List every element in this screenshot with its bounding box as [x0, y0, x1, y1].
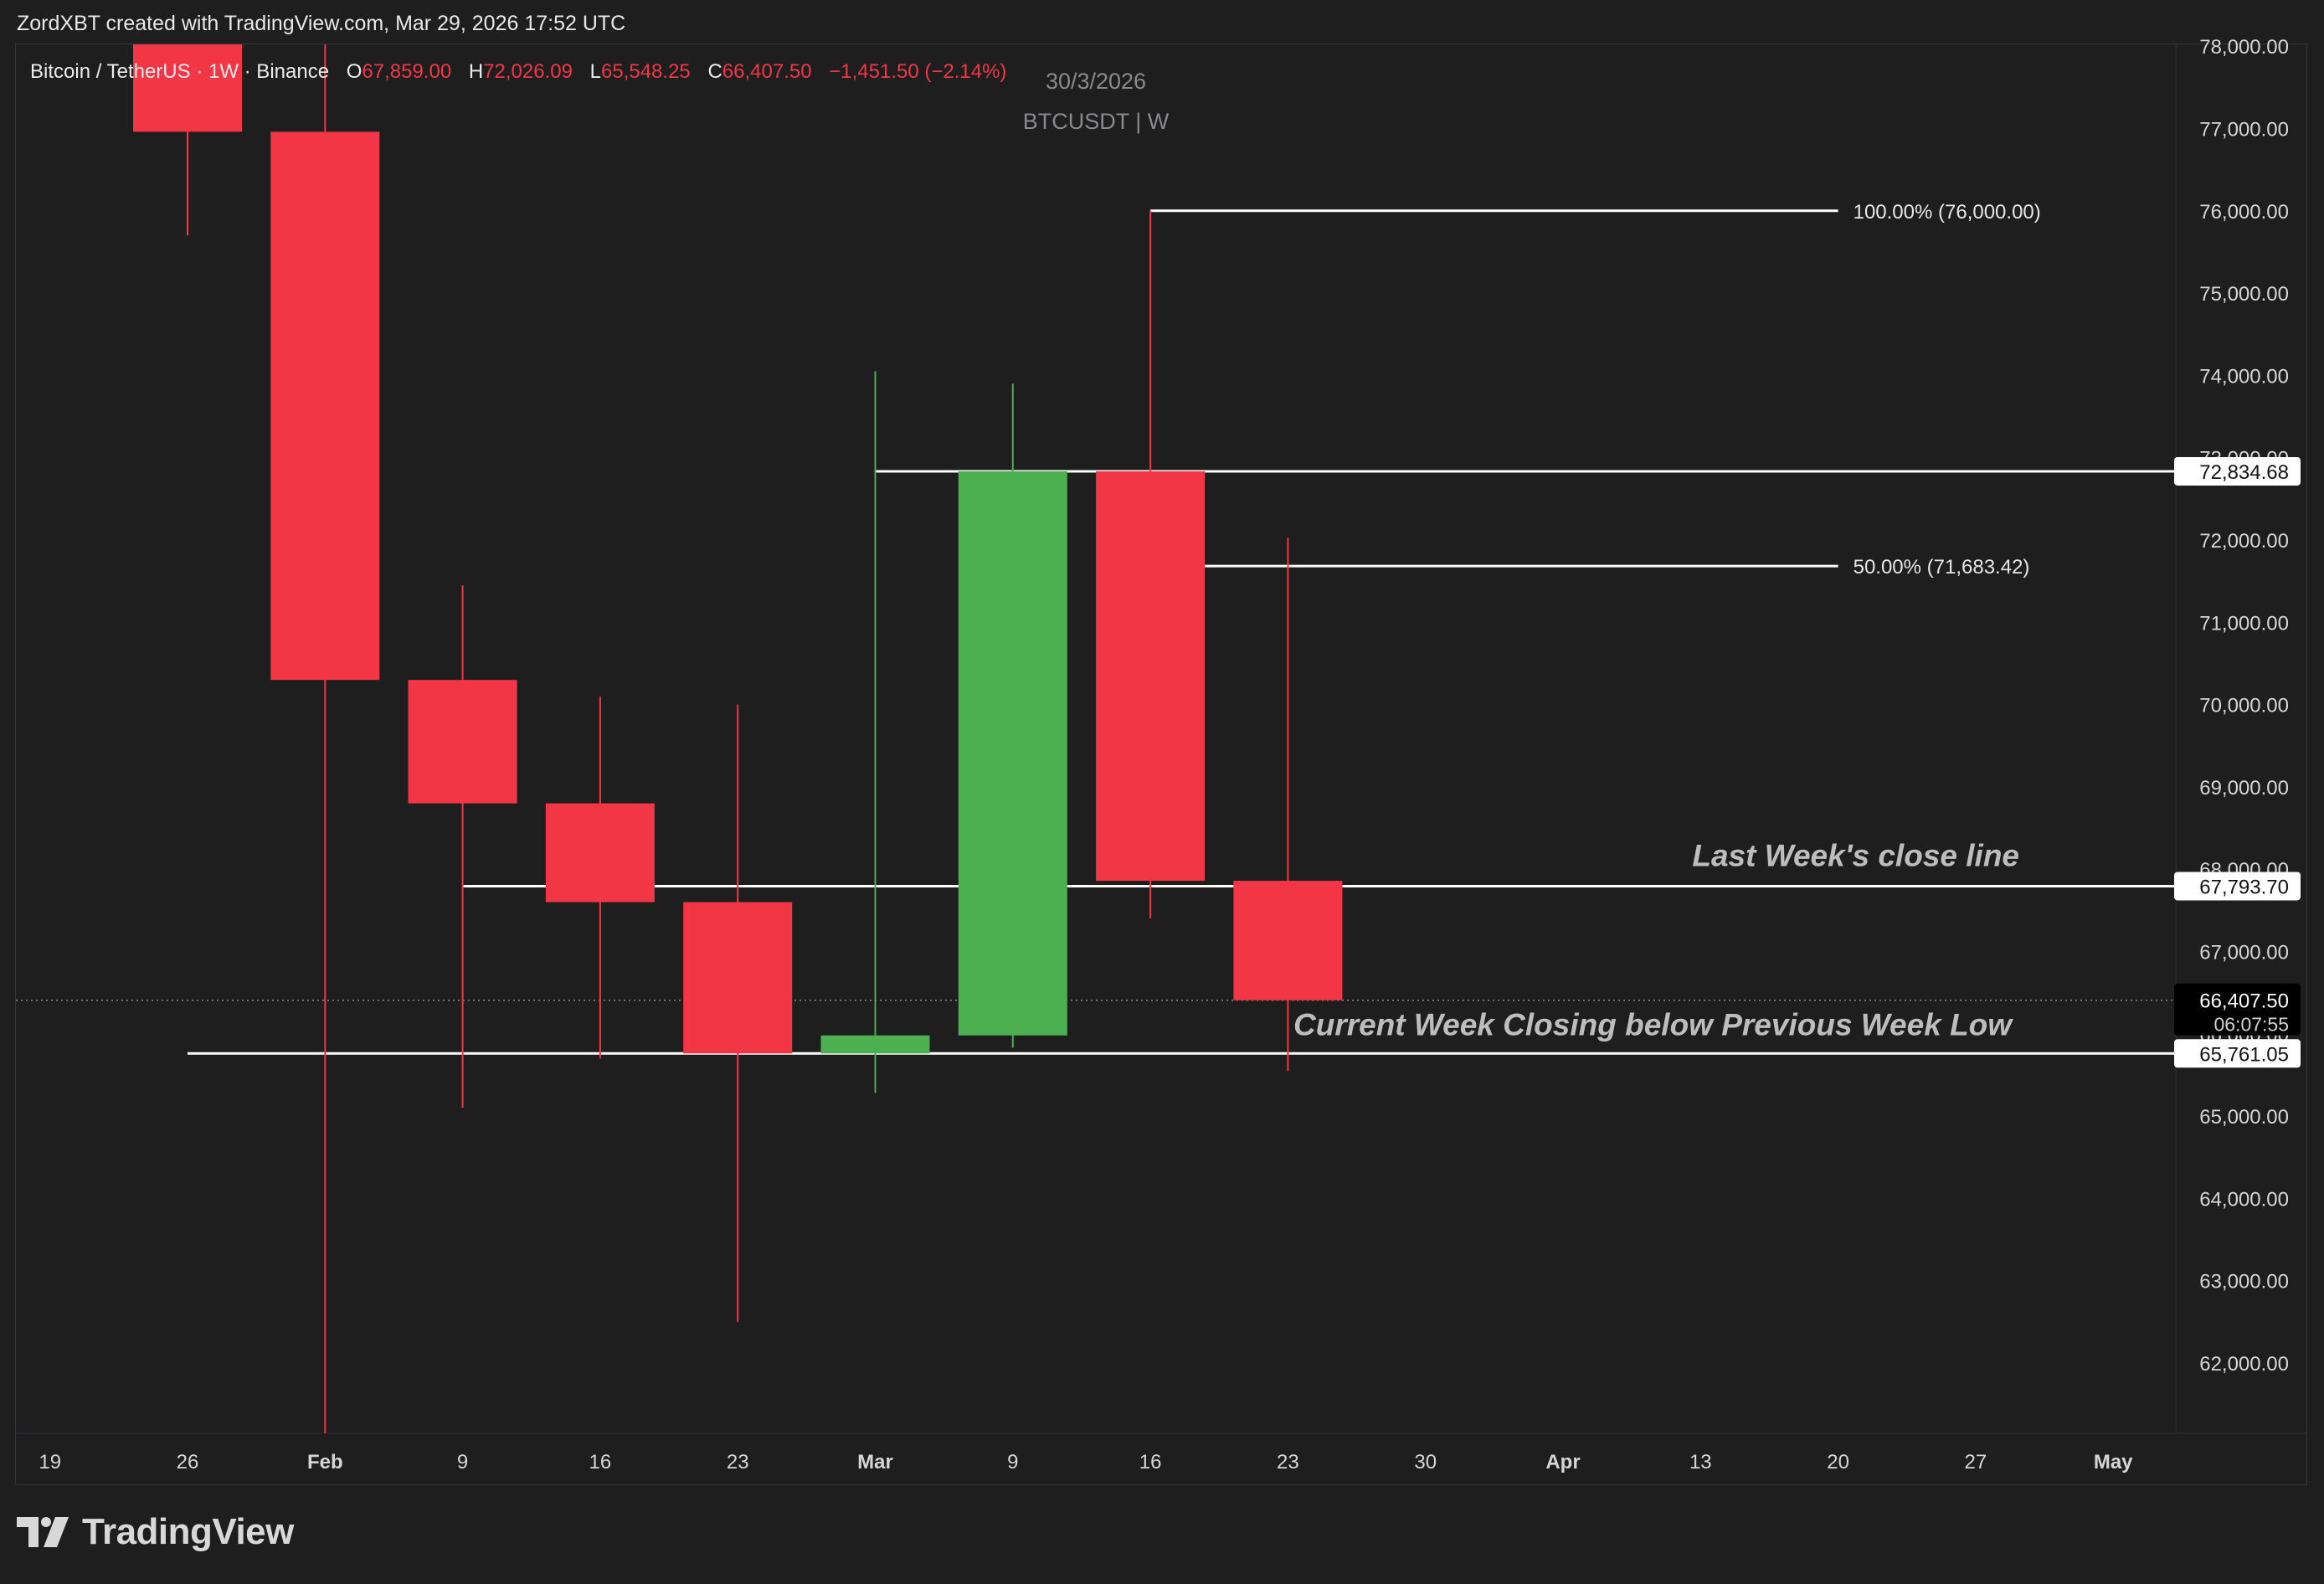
candle-body-5 [820, 1035, 930, 1054]
y-tick-14: 64,000.00 [2199, 1188, 2289, 1211]
price-label-text-3: 65,761.05 [2199, 1043, 2289, 1066]
legend-symbol: Bitcoin / TetherUS · 1W · Binance [30, 60, 329, 83]
candle-body-8 [1233, 881, 1343, 1000]
y-tick-11: 67,000.00 [2199, 942, 2289, 964]
price-label-3: 65,761.05 [2174, 1039, 2301, 1068]
x-tick-11: Apr [1545, 1451, 1580, 1473]
chart-credit: ZordXBT created with TradingView.com, Ma… [17, 12, 626, 35]
tradingview-logo-icon [17, 1517, 69, 1547]
brand: TradingView [17, 1511, 294, 1553]
candle-7 [1096, 210, 1206, 919]
y-tick-6: 72,000.00 [2199, 530, 2289, 553]
price-label-text-1: 67,793.70 [2199, 876, 2289, 898]
legend-low-value: 65,548.25 [601, 60, 691, 83]
x-tick-3: 9 [457, 1451, 468, 1473]
x-tick-0: 19 [39, 1451, 61, 1473]
chart-frame[interactable] [15, 44, 2307, 1485]
candle-body-7 [1096, 471, 1206, 882]
price-label-box-2 [2174, 983, 2301, 1036]
legend-low-label: L [590, 60, 601, 83]
time-axis: 19 26 Feb 9 16 23 Mar 9 16 23 30 Apr 13 20 27 May [39, 1451, 2133, 1473]
candle-6 [958, 383, 1067, 1048]
level-label-1: 50.00% (71,683.42) [1854, 556, 2030, 579]
legend-high-label: H [469, 60, 483, 83]
candle-body-2 [408, 680, 517, 804]
candle-body-0 [133, 44, 242, 132]
legend-close-value: 66,407.50 [722, 60, 812, 83]
candle-body-1 [270, 131, 380, 681]
candle-body-3 [545, 803, 655, 903]
legend-open-label: O [347, 60, 362, 83]
annotation-0: Last Week's close line [1692, 838, 2019, 872]
candle-0 [133, 44, 242, 236]
y-tick-2: 76,000.00 [2199, 201, 2289, 224]
x-tick-10: 30 [1414, 1451, 1437, 1473]
candle-5 [820, 371, 930, 1093]
candle-body-4 [683, 902, 793, 1054]
y-tick-7: 71,000.00 [2199, 612, 2289, 635]
price-label-box-0 [2174, 456, 2301, 486]
watermark-date: 30/3/2026 [1046, 69, 1146, 94]
candle-3 [545, 696, 655, 1059]
candle-body-6 [958, 471, 1067, 1036]
x-tick-6: Mar [857, 1451, 893, 1473]
x-tick-2: Feb [307, 1451, 343, 1473]
legend-close-label: C [707, 60, 722, 83]
x-tick-4: 16 [589, 1451, 612, 1473]
price-axis: 78,000.00 77,000.00 76,000.00 75,000.00 74,0… [2199, 36, 2289, 1376]
legend-change: −1,451.50 (−2.14%) [829, 60, 1006, 83]
annotation-1: Current Week Closing below Previous Week… [1293, 1007, 2013, 1041]
x-tick-7: 9 [1007, 1451, 1018, 1473]
x-tick-14: 27 [1965, 1451, 1987, 1473]
price-label-text-2: 66,407.50 [2199, 990, 2289, 1013]
price-label-0: 72,834.68 [2174, 456, 2301, 486]
candle-1 [270, 44, 380, 1433]
y-tick-3: 75,000.00 [2199, 283, 2289, 306]
candle-2 [408, 585, 517, 1108]
y-tick-9: 69,000.00 [2199, 777, 2289, 800]
x-tick-12: 13 [1689, 1451, 1712, 1473]
x-tick-13: 20 [1827, 1451, 1849, 1473]
price-label-1: 67,793.70 [2174, 872, 2301, 901]
price-label-box-3 [2174, 1039, 2301, 1068]
watermark-ticker: BTCUSDT | W [1023, 109, 1170, 134]
y-tick-1: 77,000.00 [2199, 119, 2289, 141]
y-tick-4: 74,000.00 [2199, 365, 2289, 388]
candle-8 [1233, 537, 1343, 1072]
price-label-box-1 [2174, 872, 2301, 901]
price-label-text-0: 72,834.68 [2199, 461, 2289, 484]
x-tick-15: May [2094, 1451, 2133, 1473]
legend-high-value: 72,026.09 [483, 60, 573, 83]
price-label-countdown-2: 06:07:55 [2213, 1014, 2289, 1036]
legend-open-value: 67,859.00 [362, 60, 451, 83]
x-tick-9: 23 [1277, 1451, 1299, 1473]
brand-name: TradingView [82, 1511, 294, 1552]
annotations: 100.00% (76,000.00) 50.00% (71,683.42) Las… [1293, 201, 2041, 1041]
ohlc-legend: Bitcoin / TetherUS · 1W · Binance O67,85… [30, 60, 1006, 83]
level-label-0: 100.00% (76,000.00) [1854, 201, 2041, 224]
y-tick-8: 70,000.00 [2199, 695, 2289, 717]
x-tick-5: 23 [727, 1451, 749, 1473]
x-tick-1: 26 [177, 1451, 199, 1473]
y-tick-15: 63,000.00 [2199, 1271, 2289, 1293]
y-tick-13: 65,000.00 [2199, 1106, 2289, 1129]
y-tick-16: 62,000.00 [2199, 1353, 2289, 1376]
candles [133, 44, 1343, 1433]
plot-area [16, 44, 2307, 1434]
x-tick-8: 16 [1139, 1451, 1162, 1473]
y-tick-0: 78,000.00 [2199, 36, 2289, 59]
candle-4 [683, 704, 793, 1322]
